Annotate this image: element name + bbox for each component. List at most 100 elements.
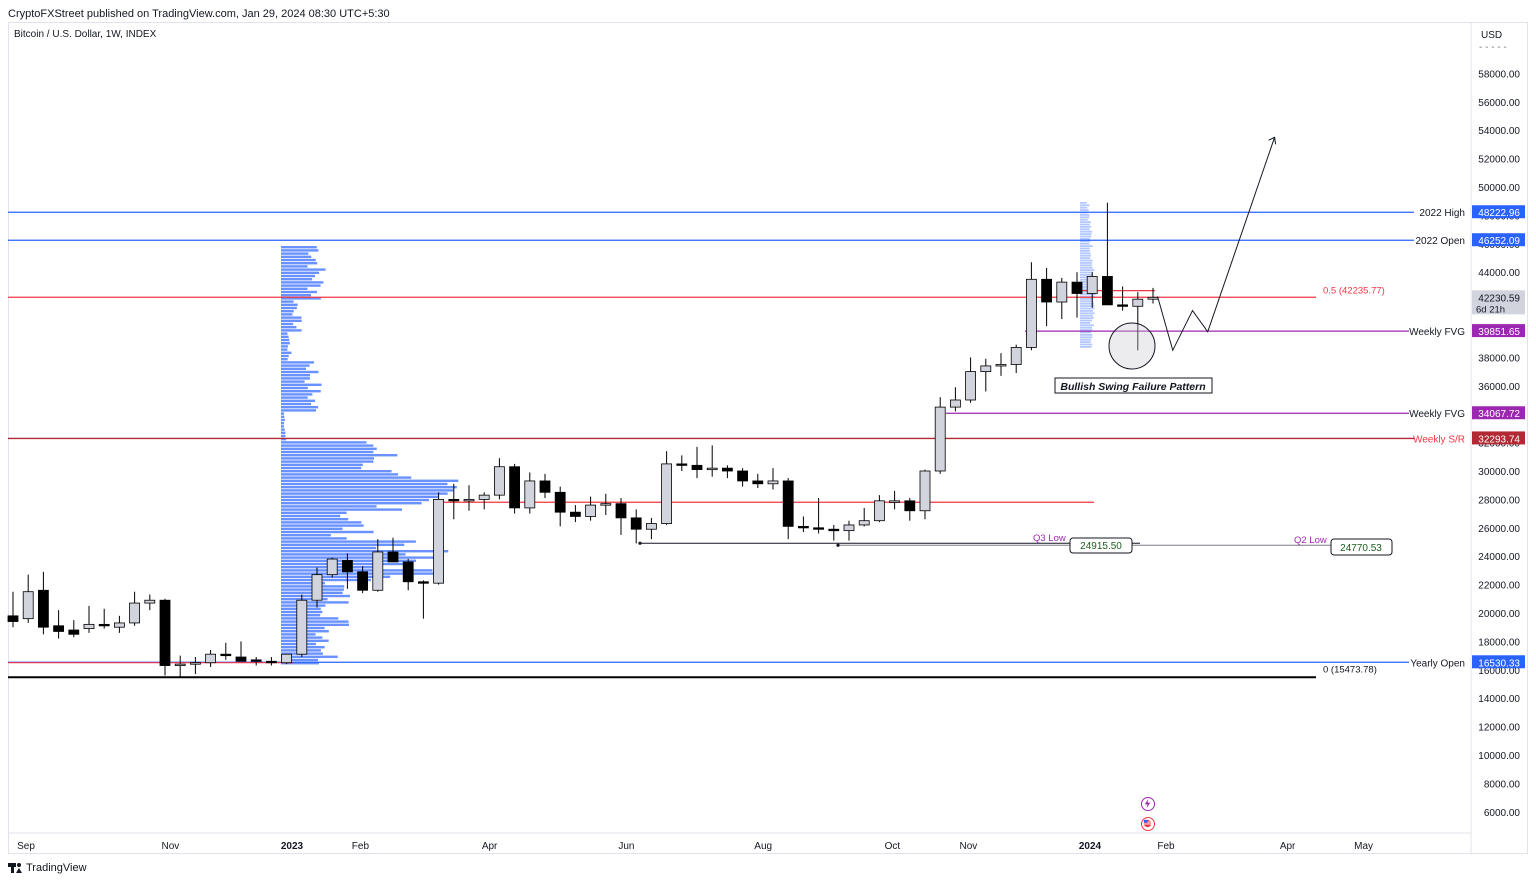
volume-profile-row [281,412,285,415]
q2-low-value: 24770.53 [1340,543,1382,554]
annotations: Bullish Swing Failure Pattern Q3 Low 24915… [1033,136,1393,556]
candle-body [615,503,627,519]
volume-profile-row [281,463,363,466]
candle-body [874,500,885,522]
price-tick: 56000.00 [1478,98,1520,109]
candle-body [205,653,217,664]
volume-profile-2024-row [1080,218,1088,221]
candle-body [265,660,277,664]
currency-label: USD [1481,30,1502,41]
volume-profile-row [281,511,347,514]
volume-profile-row [281,271,320,274]
volume-profile-2024-row [1080,242,1090,245]
candle-body [478,494,490,500]
price-tick: 36000.00 [1478,382,1520,393]
candle-body [661,463,672,524]
candle-body [798,525,809,529]
volume-profile-2024-row [1080,298,1094,300]
volume-profile-row [281,380,305,383]
volume-profile-2024-row [1080,310,1093,312]
volume-profile-row [281,265,308,268]
candle-body [570,511,581,517]
price-tick: 50000.00 [1478,183,1520,194]
volume-profile-row [281,534,331,537]
volume-profile-2024-row [1080,230,1093,233]
level-label: 2022 High [1419,208,1465,219]
volume-profile-row [281,521,362,524]
volume-profile-row [281,399,316,402]
candlesticks [7,202,1159,677]
volume-profile-row [281,482,448,486]
candle-body [493,466,505,496]
candle-body [524,480,536,509]
volume-profile-row [281,428,285,431]
volume-profile-row [281,530,374,534]
volume-profile-row [281,338,290,342]
candle-body [600,503,612,506]
candle-body [1147,296,1159,300]
volume-profile-row [281,303,298,306]
candle-body [782,480,794,527]
candle-body [980,365,992,373]
price-tick: 20000.00 [1478,609,1520,620]
volume-profile-2024-row [1080,271,1094,274]
volume-profile-row [281,466,362,470]
volume-profile-row [281,492,448,495]
volume-profile-row [281,543,405,546]
volume-profile-row [281,306,297,310]
volume-profile-row [281,332,288,335]
symbol-title: Bitcoin / U.S. Dollar, 1W, INDEX [14,29,157,40]
volume-profile-row [281,361,314,364]
price-axis[interactable]: USD- - - - - 6000.00 8000.00 10000.00 12000.… [1470,22,1525,855]
volume-profile-2024-row [1080,235,1092,238]
flag-icon[interactable] [1141,817,1155,831]
volume-profile-row [281,601,349,604]
volume-profile-row [281,662,319,665]
current-price-tag [1472,290,1525,315]
volume-profile-row [281,396,308,399]
volume-profile-2024-row [1080,331,1092,334]
volume-profile-2024-row [1080,254,1092,257]
volume-profile-2024-row [1080,322,1091,324]
volume-profile-2024-row [1080,206,1088,209]
volume-profile-2024-row [1080,221,1091,223]
volume-profile-row [281,514,341,518]
tradingview-logo-icon [8,863,22,873]
candle-body [38,589,49,628]
volume-profile-row [281,406,319,409]
volume-profile-2024-row [1080,329,1093,331]
lightning-icon[interactable] [1141,797,1155,811]
q2-low-label: Q2 Low [1294,535,1327,546]
candle-body [1071,281,1083,294]
volume-profile-2024-row [1080,341,1091,343]
candle-body [904,500,916,512]
sfp-label: Bullish Swing Failure Pattern [1060,381,1205,393]
volume-profile-row [281,655,338,658]
candle-body [813,527,824,530]
candle-body [965,371,976,401]
volume-profile-2024-row [1080,259,1093,262]
volume-profile-2024-row [1080,216,1090,219]
candle-body [706,467,718,471]
candle-body [767,480,779,485]
volume-profile-2024-row [1080,302,1095,305]
volume-profile-row [281,495,439,498]
volume-profile-2024-row [1080,274,1093,276]
volume-profile-2024-row [1080,319,1092,322]
time-axis[interactable]: Sep Nov 2023 Feb Apr Jun Aug Oct Nov 2024 Feb Apr Ma… [8,832,1471,852]
volume-profile-row [281,326,297,329]
time-tick: Apr [1280,841,1296,852]
volume-profile-row [281,450,374,454]
price-tick: 58000.00 [1478,69,1520,80]
volume-profile-row [281,502,422,505]
volume-profile-row [281,473,399,476]
price-tag-label: 16530.33 [1478,658,1520,669]
volume-profile-row [281,297,321,300]
price-tick: 38000.00 [1478,353,1520,364]
q3-low-box [1069,537,1133,554]
volume-profile-row [281,620,349,623]
volume-profile-2024-row [1080,214,1090,216]
volume-profile-2024-row [1080,250,1090,252]
volume-profile-2024-row [1080,314,1094,317]
